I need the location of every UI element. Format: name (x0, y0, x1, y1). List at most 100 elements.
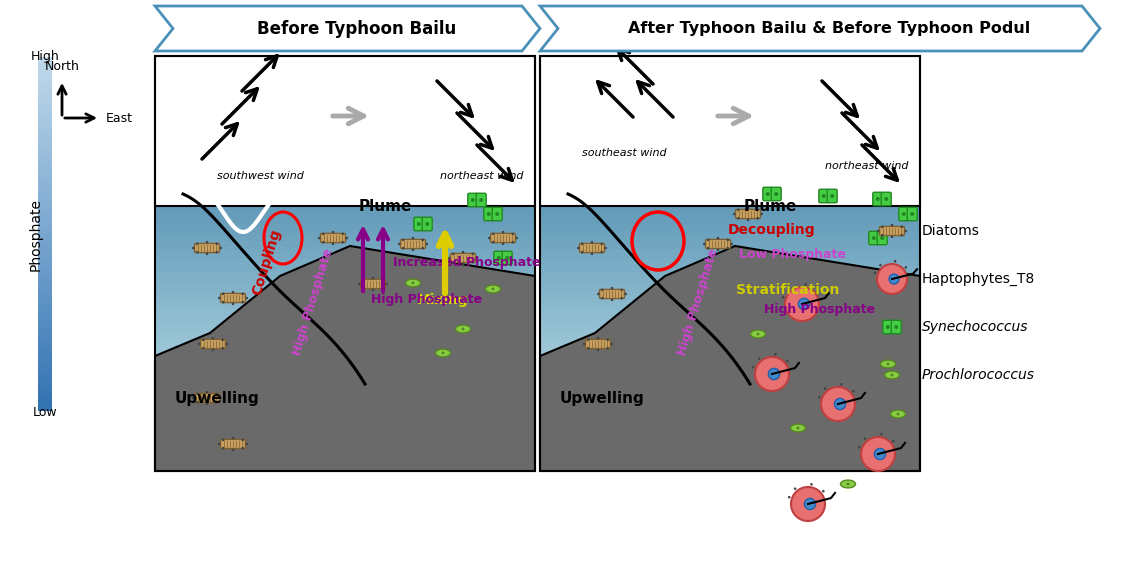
Bar (38, 186, 52, 193)
Circle shape (196, 401, 198, 403)
Text: Phosphate: Phosphate (28, 198, 43, 271)
Bar (541, 439, 920, 445)
Circle shape (232, 437, 234, 440)
Circle shape (905, 266, 907, 269)
Circle shape (874, 448, 885, 459)
Circle shape (596, 349, 600, 351)
FancyBboxPatch shape (762, 188, 773, 201)
FancyBboxPatch shape (493, 207, 502, 221)
Bar (541, 408, 920, 414)
Bar (38, 345, 52, 352)
Bar (38, 322, 52, 329)
Circle shape (892, 440, 894, 442)
Bar (155, 390, 535, 396)
Bar (541, 373, 920, 378)
Bar (155, 289, 535, 294)
Bar (155, 377, 535, 383)
Circle shape (192, 397, 195, 399)
Circle shape (785, 287, 819, 321)
Bar (155, 435, 535, 440)
Bar (38, 233, 52, 240)
Circle shape (726, 239, 729, 241)
Circle shape (591, 253, 593, 255)
Bar (541, 386, 920, 391)
Bar (38, 227, 52, 234)
Text: Prochlorococcus: Prochlorococcus (922, 368, 1034, 382)
Bar (155, 254, 535, 259)
Bar (541, 289, 920, 294)
Bar (38, 98, 52, 105)
FancyBboxPatch shape (586, 339, 610, 349)
Bar (38, 198, 52, 205)
Bar (541, 342, 920, 347)
Circle shape (215, 393, 218, 395)
Bar (541, 346, 920, 352)
Bar (38, 292, 52, 299)
Circle shape (220, 247, 222, 249)
Circle shape (717, 248, 719, 251)
Bar (155, 302, 535, 308)
Circle shape (488, 237, 490, 239)
Circle shape (452, 261, 454, 264)
Bar (541, 448, 920, 454)
Circle shape (737, 217, 740, 219)
Bar (541, 360, 920, 365)
Bar (38, 374, 52, 381)
Circle shape (840, 383, 843, 386)
Ellipse shape (486, 285, 501, 293)
Bar (541, 280, 920, 285)
Bar (38, 145, 52, 152)
FancyBboxPatch shape (706, 240, 731, 248)
Polygon shape (541, 6, 1100, 51)
Bar (38, 80, 52, 87)
Ellipse shape (891, 410, 906, 418)
Circle shape (901, 212, 906, 216)
Ellipse shape (436, 349, 451, 357)
Bar (38, 163, 52, 170)
Bar (541, 426, 920, 431)
FancyBboxPatch shape (907, 207, 917, 221)
Bar (38, 180, 52, 188)
Circle shape (495, 212, 500, 216)
Bar (38, 175, 52, 182)
Circle shape (246, 442, 248, 445)
Bar (155, 205, 535, 210)
Circle shape (880, 236, 884, 240)
Bar (38, 333, 52, 340)
Circle shape (492, 241, 495, 243)
Circle shape (322, 241, 324, 243)
Bar (541, 302, 920, 308)
Circle shape (747, 207, 749, 209)
Circle shape (601, 243, 603, 245)
Bar (155, 333, 535, 339)
Circle shape (232, 302, 234, 305)
Bar (38, 393, 52, 399)
Circle shape (757, 332, 759, 336)
Circle shape (620, 297, 622, 299)
Bar (541, 236, 920, 241)
Circle shape (442, 352, 445, 355)
Circle shape (891, 236, 893, 238)
Circle shape (220, 397, 222, 399)
Bar (155, 56, 535, 206)
Circle shape (206, 391, 208, 393)
Bar (38, 357, 52, 364)
Bar (541, 218, 920, 224)
Bar (541, 413, 920, 418)
Bar (155, 249, 535, 254)
Circle shape (757, 217, 759, 219)
Circle shape (831, 194, 834, 198)
Bar (38, 246, 52, 252)
Circle shape (412, 248, 414, 251)
Circle shape (358, 282, 361, 285)
Circle shape (341, 233, 344, 235)
Bar (38, 116, 52, 122)
Bar (541, 390, 920, 396)
Bar (155, 386, 535, 391)
Circle shape (880, 433, 883, 435)
Bar (541, 258, 920, 264)
Bar (541, 205, 920, 210)
Circle shape (587, 339, 589, 341)
Text: Upwelling: Upwelling (560, 391, 644, 406)
Bar (38, 363, 52, 370)
